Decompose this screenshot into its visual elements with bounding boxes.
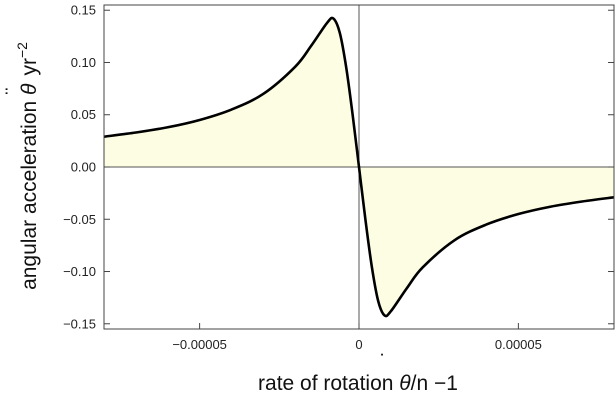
y-tick-label: −0.15 <box>63 316 96 331</box>
x-axis-title-prefix: rate of rotation <box>258 372 399 395</box>
y-tick-label: 0.15 <box>71 3 96 18</box>
y-axis-title: angular acceleration θ yr−2 ¨ <box>2 42 41 290</box>
y-axis-title-prefix: angular acceleration <box>18 95 41 290</box>
y-axis-title-exponent: −2 <box>14 42 30 58</box>
plot-area <box>103 5 615 329</box>
series-line <box>103 16 615 318</box>
svg-text:rate of rotation θ/n −1: rate of rotation θ/n −1 <box>258 372 458 395</box>
x-axis-title-suffix: /n −1 <box>411 372 458 395</box>
y-axis-ticks: 0.15 0.10 0.05 0.00 −0.05 −0.10 −0.15 <box>63 3 614 331</box>
y-tick-label: 0.05 <box>71 107 96 122</box>
y-axis-title-dots: ¨ <box>2 88 25 95</box>
y-tick-label: −0.05 <box>63 212 96 227</box>
x-axis-title: rate of rotation θ/n −1 ˙ <box>258 351 458 395</box>
y-axis-title-symbol: θ <box>18 83 41 95</box>
svg-text:angular acceleration θyr−2: angular acceleration θ yr−2 <box>14 42 41 290</box>
x-axis-title-symbol: θ <box>399 372 411 395</box>
x-axis-ticks: −0.00005 0 0.00005 <box>172 323 542 352</box>
y-tick-label: 0.10 <box>71 55 96 70</box>
y-tick-label: −0.10 <box>63 264 96 279</box>
y-tick-label: 0.00 <box>71 160 96 175</box>
x-axis-title-dot: ˙ <box>380 351 387 374</box>
y-axis-title-unit: yr <box>18 58 41 76</box>
x-tick-label: 0 <box>355 337 362 352</box>
x-tick-label: −0.00005 <box>172 337 227 352</box>
x-tick-label: 0.00005 <box>495 337 542 352</box>
